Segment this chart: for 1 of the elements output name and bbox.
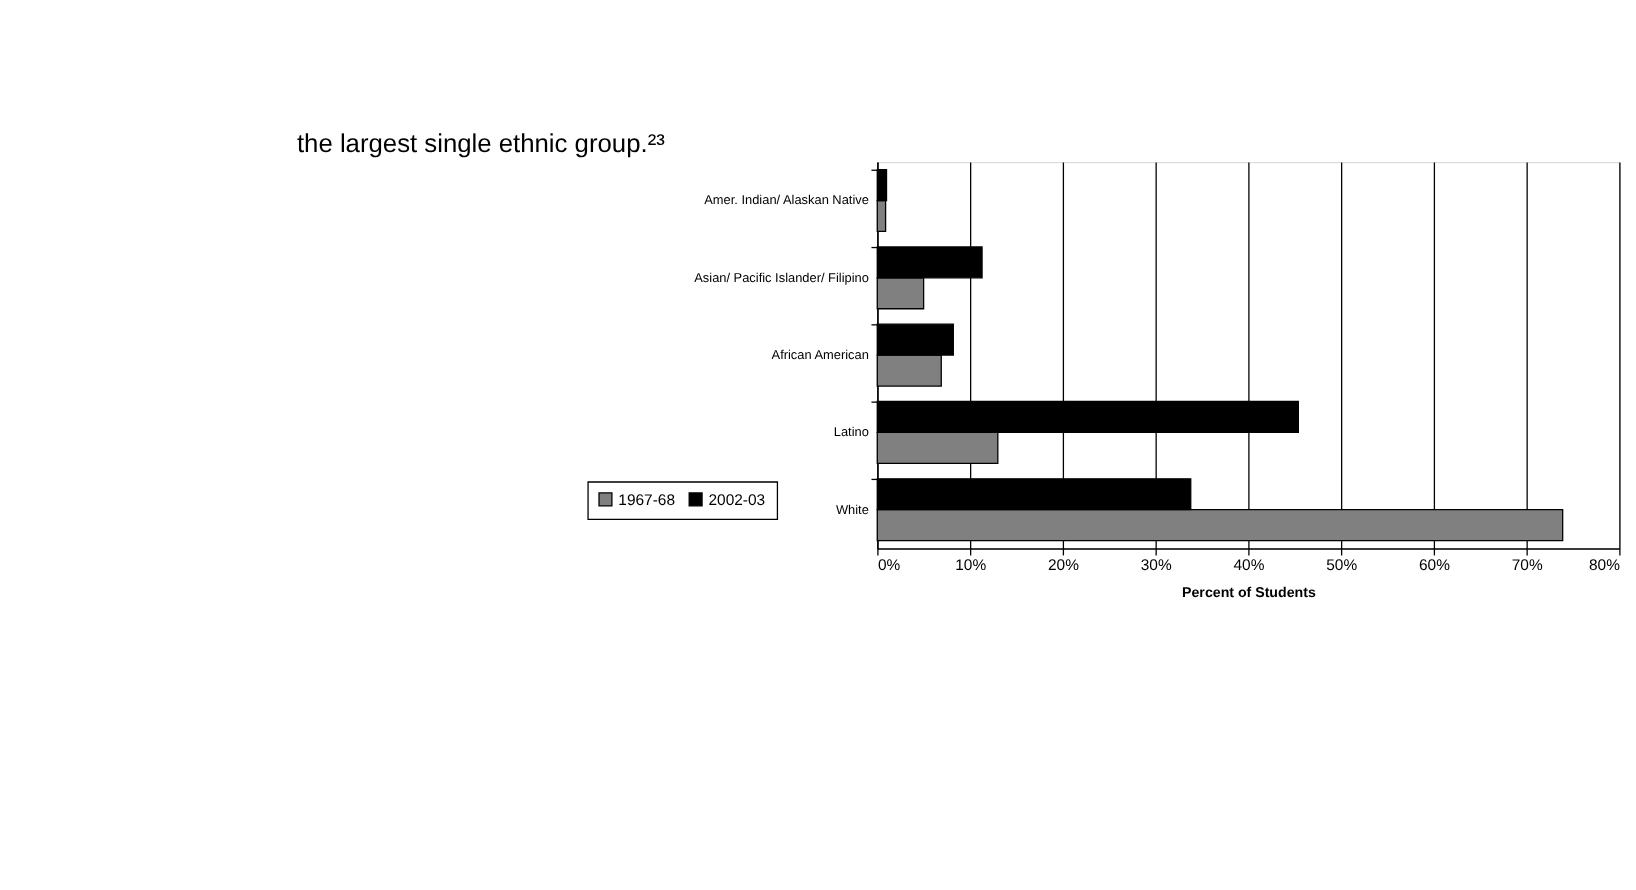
text: the largest single ethnic group.²³ bbox=[296, 127, 667, 158]
